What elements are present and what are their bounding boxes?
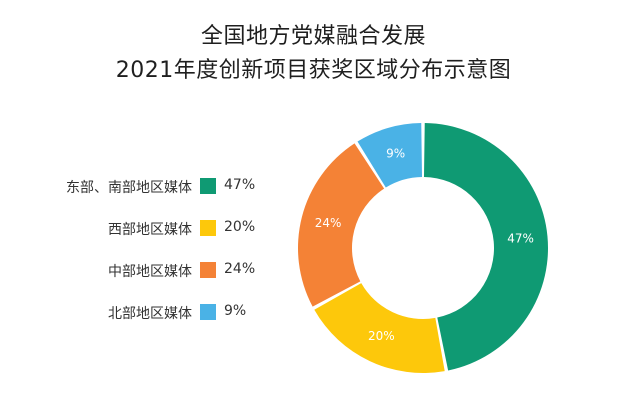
legend-item-east-south: 东部、南部地区媒体 47%: [40, 172, 270, 214]
donut-chart: 47% 20% 24% 9%: [298, 123, 548, 373]
slice-data-label: 24%: [315, 216, 342, 230]
legend-value: 47%: [224, 177, 256, 193]
chart-title: 全国地方党媒融合发展 2021年度创新项目获奖区域分布示意图: [0, 20, 627, 88]
slice-west: [314, 283, 445, 373]
slice-data-label: 47%: [507, 231, 534, 245]
slice-east-south: [423, 123, 548, 371]
legend-value: 9%: [224, 303, 247, 319]
slice-data-label: 20%: [368, 329, 395, 343]
legend-value: 24%: [224, 261, 256, 277]
chart-legend: 东部、南部地区媒体 47% 西部地区媒体 20% 中部地区媒体 24% 北部地区…: [40, 172, 270, 340]
legend-label: 北部地区媒体: [108, 306, 192, 322]
legend-label: 中部地区媒体: [108, 264, 192, 280]
legend-label: 东部、南部地区媒体: [66, 180, 192, 196]
legend-swatch: [200, 220, 216, 236]
legend-value: 20%: [224, 219, 256, 235]
legend-item-central: 中部地区媒体 24%: [40, 256, 270, 298]
legend-label: 西部地区媒体: [108, 222, 192, 238]
legend-swatch: [200, 262, 216, 278]
slice-central: [298, 143, 385, 307]
chart-title-line-2: 2021年度创新项目获奖区域分布示意图: [115, 58, 512, 83]
slice-data-label: 9%: [386, 146, 405, 160]
chart-title-line-1: 全国地方党媒融合发展: [200, 24, 426, 49]
legend-item-north: 北部地区媒体 9%: [40, 298, 270, 340]
legend-swatch: [200, 178, 216, 194]
legend-swatch: [200, 304, 216, 320]
slice-north: [357, 123, 423, 188]
legend-item-west: 西部地区媒体 20%: [40, 214, 270, 256]
